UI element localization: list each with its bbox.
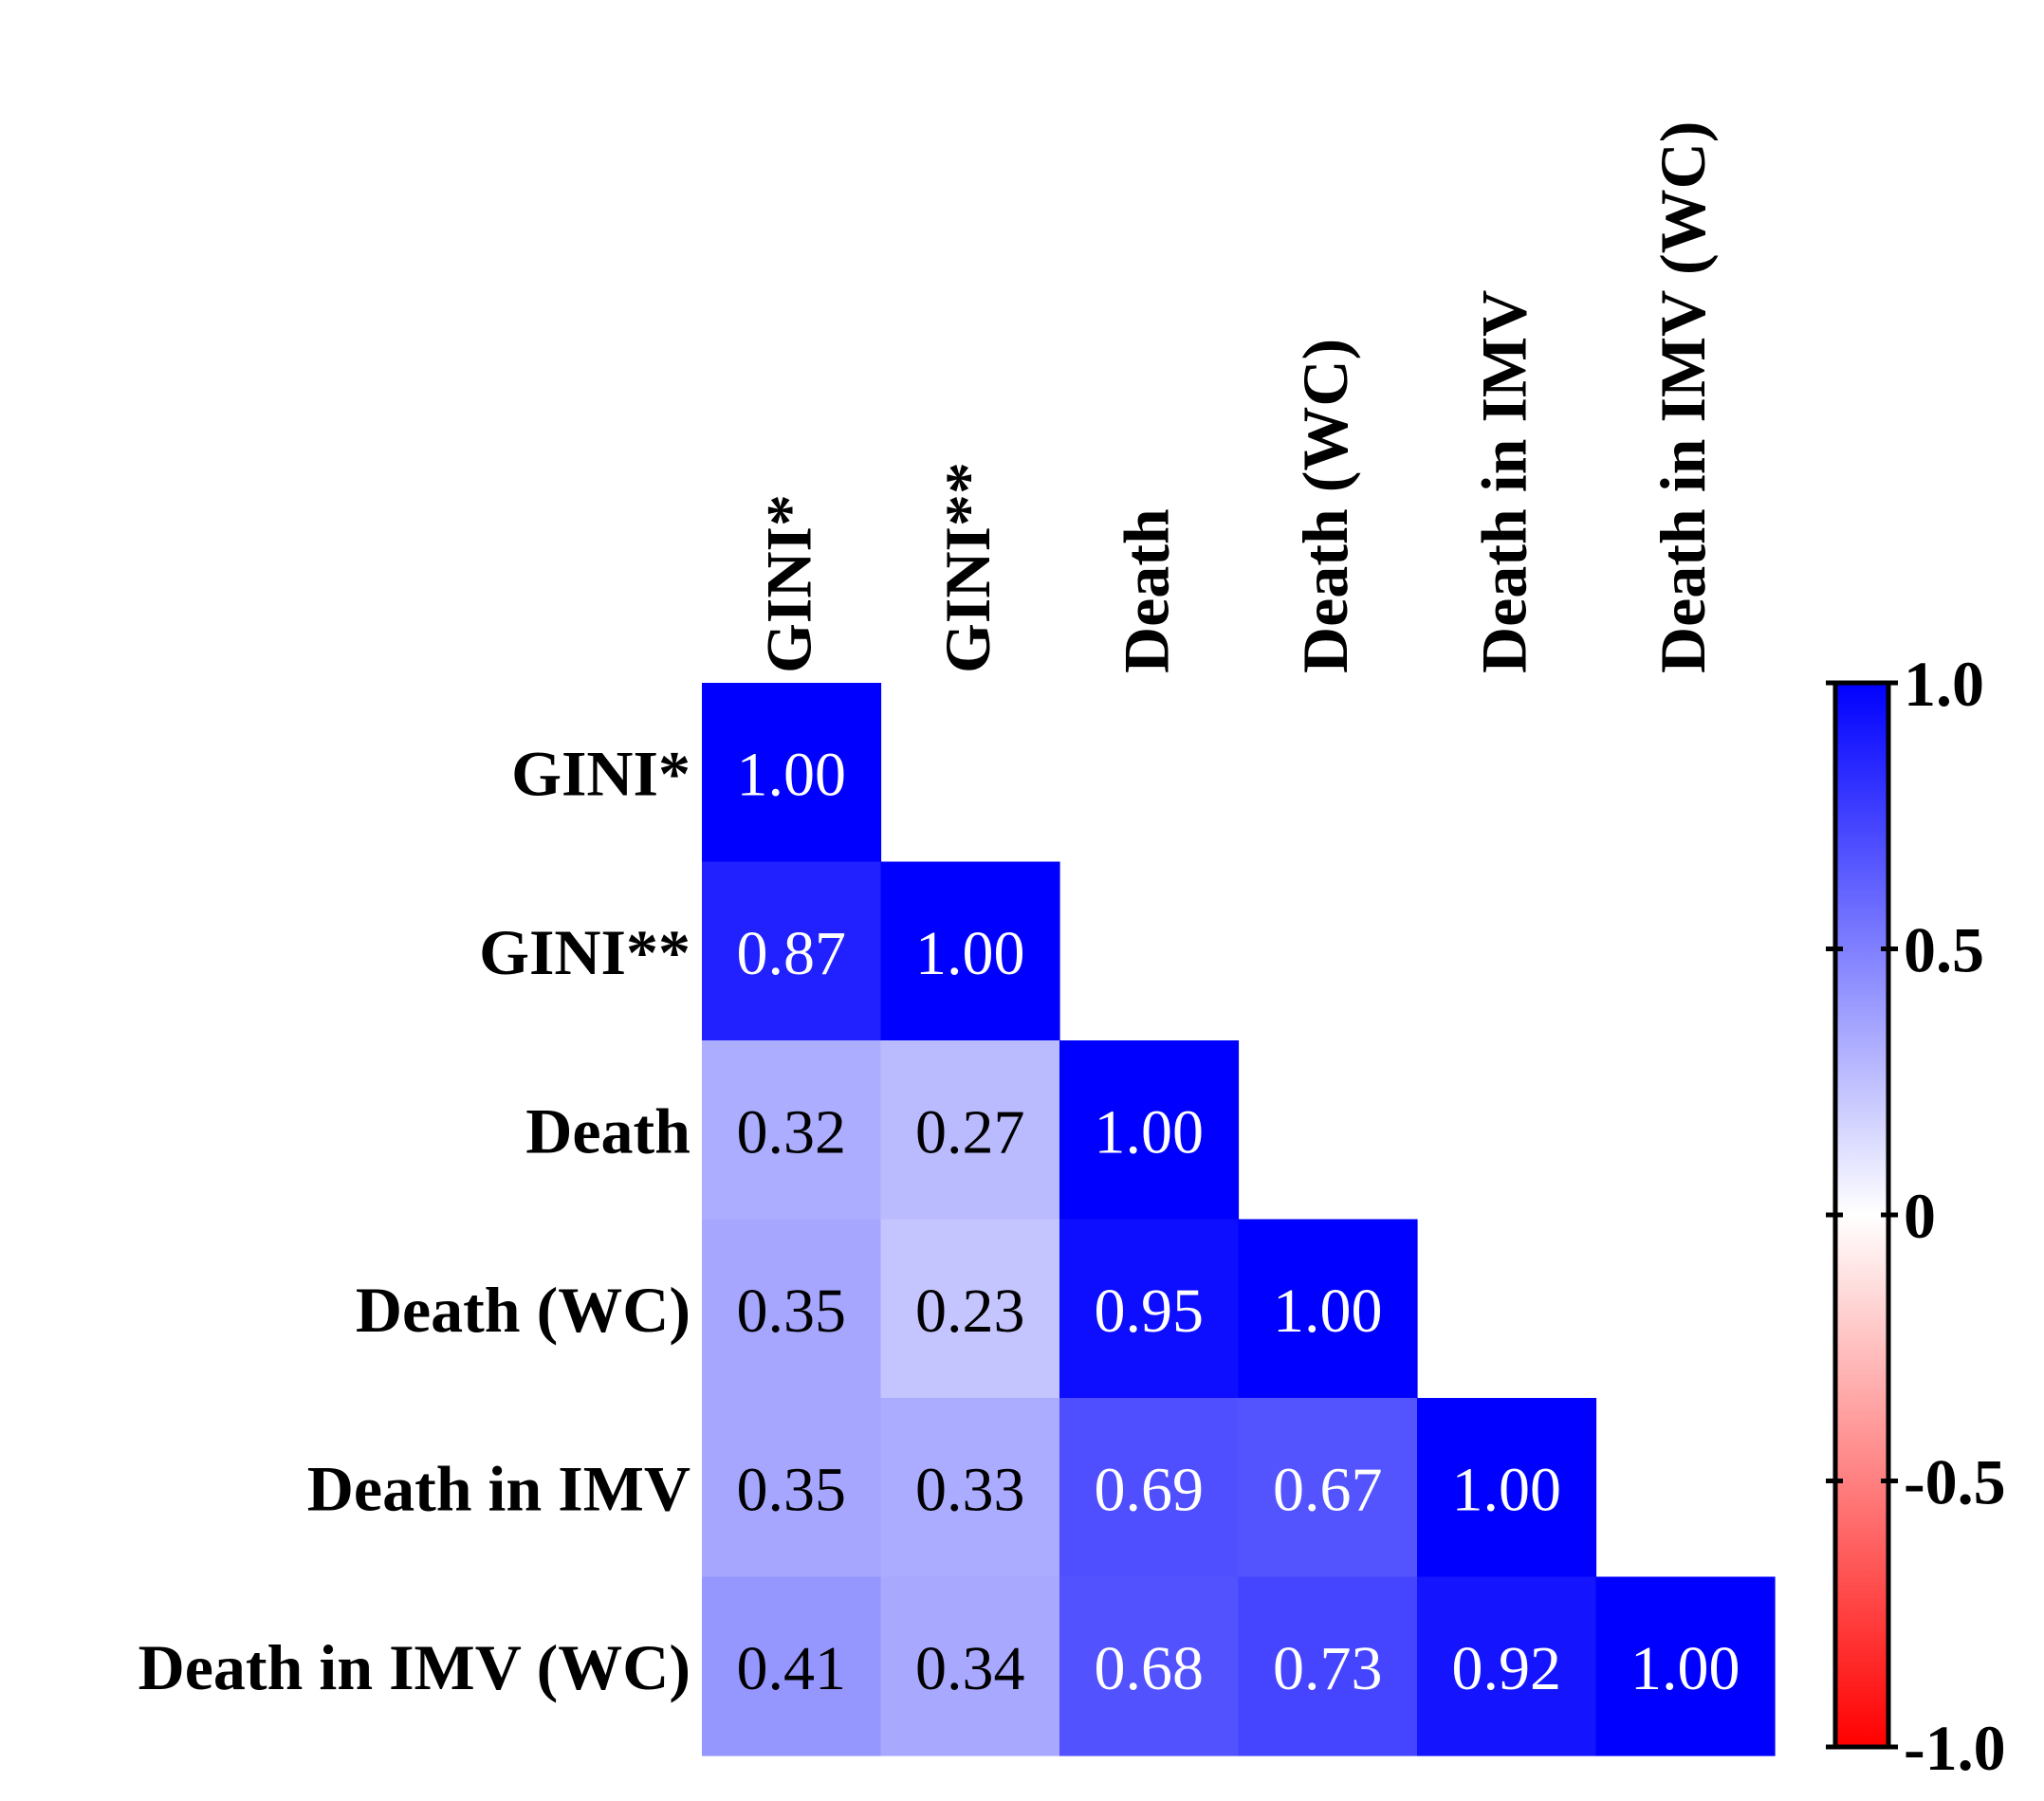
- heatmap-cell: [1059, 1219, 1240, 1399]
- column-labels: GINI* GINI** Death Death (WC) Death in IMV De…: [752, 121, 1719, 673]
- row-label: Death: [525, 1094, 691, 1167]
- heatmap-cell: [1595, 1576, 1776, 1756]
- cell-value-label: 0.27: [915, 1097, 1025, 1167]
- colorbar-tick-label: -1.0: [1904, 1712, 2006, 1784]
- cell-value-label: 0.69: [1095, 1455, 1205, 1524]
- heatmap-cell: [1059, 1576, 1240, 1756]
- cell-value-label: 0.41: [737, 1634, 847, 1703]
- cell-value-label: 0.87: [737, 919, 847, 988]
- column-label: GINI**: [931, 462, 1004, 673]
- column-label: GINI*: [752, 494, 824, 673]
- heatmap-cell: [1238, 1219, 1418, 1399]
- heatmap-cell: [1417, 1576, 1597, 1756]
- heatmap-cell: [1238, 1576, 1418, 1756]
- row-label: Death (WC): [356, 1274, 691, 1346]
- heatmap-cell: [1238, 1398, 1418, 1578]
- cell-value-label: 0.95: [1095, 1277, 1205, 1346]
- cell-value-label: 1.00: [737, 740, 847, 809]
- row-label: GINI**: [479, 916, 691, 988]
- heatmap-cell: [702, 683, 882, 863]
- column-label: Death: [1110, 508, 1182, 673]
- cell-value-label: 1.00: [1452, 1455, 1562, 1524]
- cell-value-label: 0.34: [915, 1634, 1025, 1703]
- colorbar-tick-label: 0.5: [1904, 914, 1984, 986]
- heatmap-cell: [702, 1398, 882, 1578]
- cell-value-label: 0.23: [915, 1277, 1025, 1346]
- cell-value-label: 0.32: [737, 1097, 847, 1167]
- cell-value-label: 1.00: [1273, 1277, 1383, 1346]
- colorbar-tick-label: 0: [1904, 1180, 1936, 1252]
- cell-value-label: 0.73: [1273, 1634, 1383, 1703]
- colorbar-tick-label: -0.5: [1904, 1446, 2006, 1518]
- heatmap-cell: [1059, 1040, 1240, 1221]
- column-label: Death (WC): [1289, 339, 1361, 673]
- cell-value-label: 1.00: [915, 919, 1025, 988]
- cell-value-label: 0.33: [915, 1455, 1025, 1524]
- heatmap-cell: [702, 861, 882, 1041]
- heatmap-cell: [880, 1219, 1060, 1399]
- colorbar-tick-label: 1.0: [1904, 648, 1984, 720]
- row-label: Death in IMV (WC): [138, 1631, 691, 1703]
- heatmap-cells: 1.00 0.87 1.00 0.32 0.27 1.00 0.35 0.23 0.95 1.00…: [702, 683, 1776, 1756]
- colorbar-ticks: 1.0 0.5 0 -0.5 -1.0: [1826, 648, 2006, 1784]
- heatmap-cell: [702, 1219, 882, 1399]
- heatmap-cell: [880, 861, 1060, 1041]
- row-labels: GINI* GINI** Death Death (WC) Death in IMV De…: [138, 737, 691, 1703]
- row-label: Death in IMV: [307, 1452, 691, 1524]
- cell-value-label: 0.68: [1095, 1634, 1205, 1703]
- row-label: GINI*: [511, 737, 691, 809]
- cell-value-label: 0.35: [737, 1277, 847, 1346]
- heatmap-cell: [1417, 1398, 1597, 1578]
- heatmap-cell: [702, 1576, 882, 1756]
- cell-value-label: 0.67: [1273, 1455, 1383, 1524]
- column-label: Death in IMV (WC): [1647, 121, 1719, 673]
- heatmap-cell: [880, 1576, 1060, 1756]
- heatmap-cell: [880, 1040, 1060, 1221]
- heatmap-cell: [880, 1398, 1060, 1578]
- cell-value-label: 0.92: [1452, 1634, 1562, 1703]
- cell-value-label: 0.35: [737, 1455, 847, 1524]
- heatmap-cell: [1059, 1398, 1240, 1578]
- cell-value-label: 1.00: [1095, 1097, 1205, 1167]
- cell-value-label: 1.00: [1630, 1634, 1740, 1703]
- colorbar-gradient: [1832, 680, 1891, 1750]
- heatmap-cell: [702, 1040, 882, 1221]
- column-label: Death in IMV: [1467, 290, 1539, 673]
- colorbar: 1.0 0.5 0 -0.5 -1.0: [1826, 648, 2006, 1784]
